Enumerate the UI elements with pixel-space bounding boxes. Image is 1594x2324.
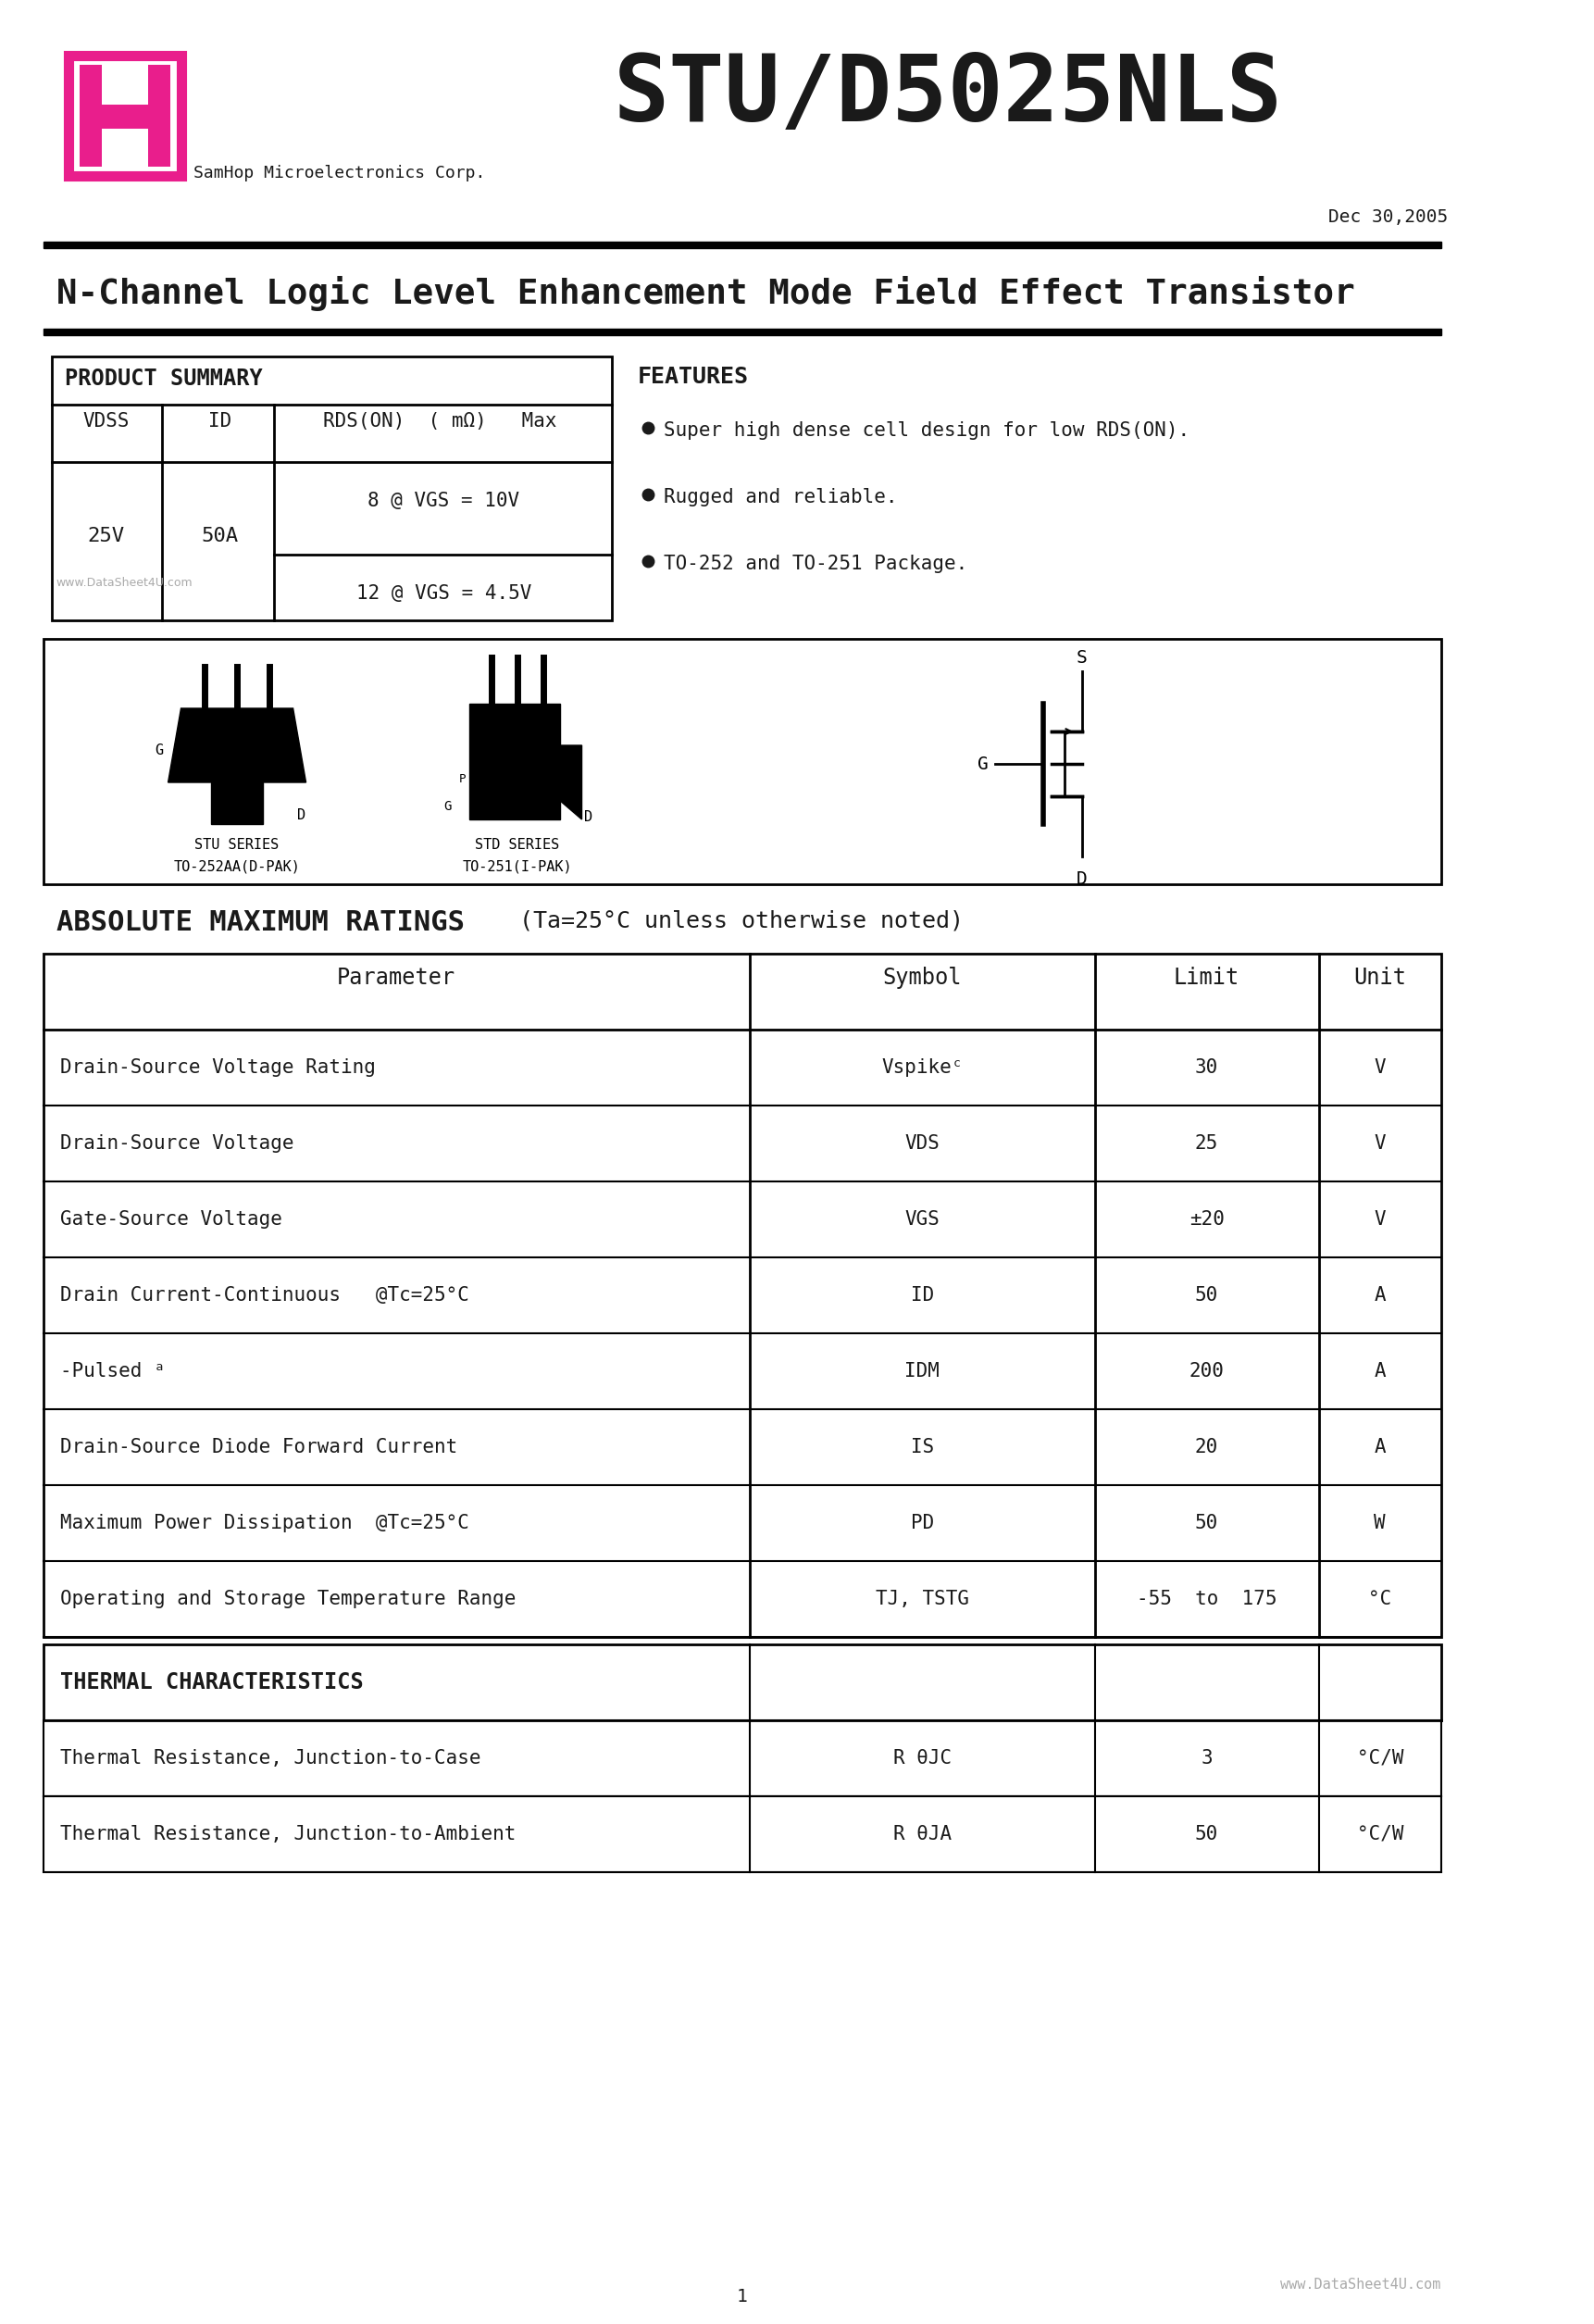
Bar [43,639,1441,883]
Text: Drain Current-Continuous   @Tc=25°C: Drain Current-Continuous @Tc=25°C [61,1285,469,1304]
Bar [69,56,182,177]
Text: Dec 30,2005: Dec 30,2005 [1328,209,1447,225]
Bar [43,1720,1441,1796]
Text: TO-251(I-PAK): TO-251(I-PAK) [462,860,572,874]
Text: Rugged and reliable.: Rugged and reliable. [663,488,897,507]
Text: Thermal Resistance, Junction-to-Ambient: Thermal Resistance, Junction-to-Ambient [61,1824,516,1843]
Text: STU SERIES: STU SERIES [194,839,279,853]
Text: (Ta=25°C unless otherwise noted): (Ta=25°C unless otherwise noted) [491,909,963,932]
Bar [148,65,171,167]
Bar [43,1645,1441,1720]
Text: STD SERIES: STD SERIES [475,839,559,853]
Text: Vspikeᶜ: Vspikeᶜ [881,1057,963,1076]
Text: 50: 50 [1196,1285,1218,1304]
Text: °C/W: °C/W [1356,1750,1403,1769]
Text: Maximum Power Dissipation  @Tc=25°C: Maximum Power Dissipation @Tc=25°C [61,1513,469,1532]
Text: Gate-Source Voltage: Gate-Source Voltage [61,1211,282,1229]
Text: Symbol: Symbol [883,967,961,988]
Text: PRODUCT SUMMARY: PRODUCT SUMMARY [65,367,263,390]
Text: S: S [193,739,199,753]
Text: 8 @ VGS = 10V: 8 @ VGS = 10V [368,493,520,511]
Polygon shape [167,709,306,783]
Text: VDS: VDS [905,1134,940,1153]
Text: N-Channel Logic Level Enhancement Mode Field Effect Transistor: N-Channel Logic Level Enhancement Mode F… [56,277,1355,311]
Text: VDSS: VDSS [83,411,129,430]
Bar [51,356,612,621]
Text: TO-252 and TO-251 Package.: TO-252 and TO-251 Package. [663,555,968,574]
Text: -Pulsed ᵃ: -Pulsed ᵃ [61,1362,166,1380]
Text: D: D [1076,872,1087,888]
Text: V: V [1374,1134,1385,1153]
Text: ±20: ±20 [1189,1211,1224,1229]
Text: 25V: 25V [88,528,124,546]
Text: ABSOLUTE MAXIMUM RATINGS: ABSOLUTE MAXIMUM RATINGS [56,909,464,937]
Text: 3: 3 [1200,1750,1213,1769]
Text: Unit: Unit [1353,967,1406,988]
Text: ID: ID [209,411,231,430]
Text: 200: 200 [1189,1362,1224,1380]
Text: °C: °C [1368,1590,1392,1608]
Text: 20: 20 [1196,1439,1218,1457]
Text: SamHop Microelectronics Corp.: SamHop Microelectronics Corp. [193,165,485,181]
Text: IS: IS [910,1439,934,1457]
Text: IDM: IDM [905,1362,940,1380]
Text: www.DataSheet4U.com: www.DataSheet4U.com [1280,2278,1441,2291]
Text: FEATURES: FEATURES [638,365,749,388]
Text: STU/D5025NLS: STU/D5025NLS [614,51,1283,142]
Text: 12 @ VGS = 4.5V: 12 @ VGS = 4.5V [355,583,531,602]
Text: 50: 50 [1196,1513,1218,1532]
Bar [80,65,102,167]
Text: G: G [443,799,451,813]
Text: Drain-Source Voltage: Drain-Source Voltage [61,1134,293,1153]
Text: A: A [1374,1362,1385,1380]
Polygon shape [210,783,263,825]
Text: 1: 1 [736,2287,748,2305]
Text: G: G [155,744,164,758]
Text: V: V [1374,1057,1385,1076]
Text: PD: PD [910,1513,934,1532]
Text: R θJC: R θJC [893,1750,952,1769]
Text: Operating and Storage Temperature Range: Operating and Storage Temperature Range [61,1590,516,1608]
Text: www.DataSheet4U.com: www.DataSheet4U.com [56,576,193,588]
Text: 25: 25 [1196,1134,1218,1153]
Text: -55  to  175: -55 to 175 [1137,1590,1277,1608]
Text: G: G [977,755,988,772]
Bar [43,1796,1441,1873]
Text: Parameter: Parameter [336,967,456,988]
Text: Drain-Source Voltage Rating: Drain-Source Voltage Rating [61,1057,376,1076]
Polygon shape [559,746,582,820]
Text: V: V [1374,1211,1385,1229]
Text: THERMAL CHARACTERISTICS: THERMAL CHARACTERISTICS [61,1671,363,1694]
Text: TO-252AA(D-PAK): TO-252AA(D-PAK) [174,860,300,874]
Text: Thermal Resistance, Junction-to-Case: Thermal Resistance, Junction-to-Case [61,1750,481,1769]
Text: P: P [459,774,465,786]
Text: VGS: VGS [905,1211,940,1229]
Text: 50: 50 [1196,1824,1218,1843]
Text: A: A [1374,1285,1385,1304]
Text: 30: 30 [1196,1057,1218,1076]
Text: Drain-Source Diode Forward Current: Drain-Source Diode Forward Current [61,1439,457,1457]
Polygon shape [470,704,559,820]
Text: TJ, TSTG: TJ, TSTG [875,1590,969,1608]
Text: °C/W: °C/W [1356,1824,1403,1843]
Text: W: W [1374,1513,1385,1532]
Text: Super high dense cell design for low RDS(ON).: Super high dense cell design for low RDS… [663,421,1189,439]
Text: R θJA: R θJA [893,1824,952,1843]
Bar [43,953,1441,1636]
Text: S: S [473,797,481,809]
Text: RDS(ON)  ( mΩ)   Max: RDS(ON) ( mΩ) Max [322,411,556,430]
Text: S: S [1076,648,1087,667]
Text: A: A [1374,1439,1385,1457]
Bar [43,242,1441,249]
Text: 50A: 50A [201,528,239,546]
Bar [43,328,1441,335]
Bar [80,105,171,128]
Text: D: D [298,809,306,823]
Text: D: D [585,811,593,825]
Text: Limit: Limit [1173,967,1240,988]
Text: ID: ID [910,1285,934,1304]
